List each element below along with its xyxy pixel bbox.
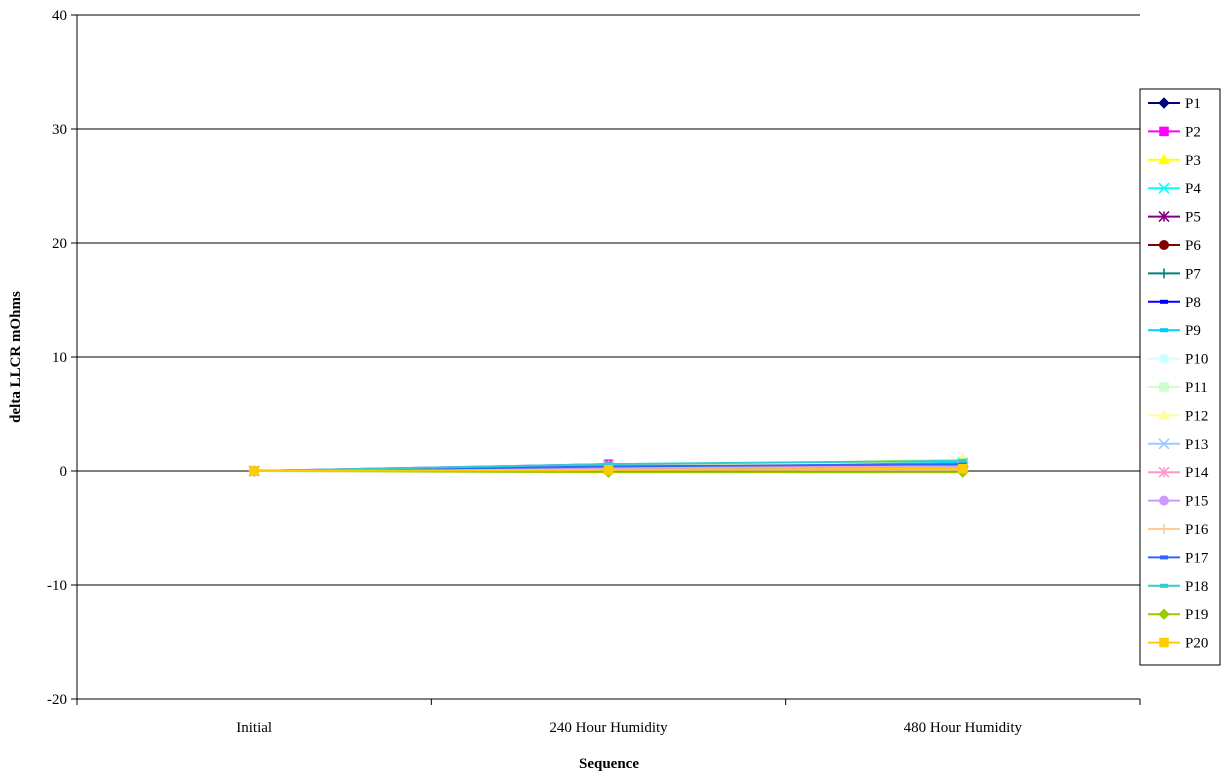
legend-marker: [1158, 211, 1170, 223]
legend: P1 P2 P3 P4 P5 P6 P7 P8 P9 P10 P11 P12 P13 P14 P15 P16 P…: [1139, 88, 1221, 666]
x-tick-label: 240 Hour Humidity: [549, 720, 668, 736]
legend-marker: [1160, 328, 1168, 333]
legend-label: P3: [1185, 153, 1201, 169]
legend-item: P12: [1148, 408, 1208, 424]
legend-label: P11: [1185, 380, 1208, 396]
legend-marker: [1158, 153, 1170, 165]
legend-item: P2: [1148, 124, 1201, 140]
legend-label: P15: [1185, 494, 1208, 510]
legend-item: P11: [1148, 380, 1208, 396]
legend-label: P7: [1185, 266, 1201, 282]
y-tick-label: -10: [47, 578, 67, 594]
legend-label: P6: [1185, 238, 1201, 254]
legend-marker: [1159, 268, 1169, 279]
legend-item: P19: [1148, 607, 1208, 623]
legend-label: P18: [1185, 579, 1208, 595]
legend-label: P17: [1185, 550, 1209, 566]
legend-item: P17: [1148, 550, 1209, 566]
legend-label: P20: [1185, 636, 1208, 652]
legend-label: P12: [1185, 408, 1208, 424]
y-axis-title: delta LLCR mOhms: [8, 291, 24, 423]
legend-item: P20: [1148, 636, 1208, 652]
legend-marker: [1160, 555, 1168, 560]
legend-item: P8: [1148, 295, 1201, 311]
legend-item: P18: [1148, 579, 1208, 595]
legend-item: P1: [1148, 96, 1201, 112]
y-tick-label: 0: [60, 464, 68, 480]
y-tick-label: 20: [52, 236, 67, 252]
legend-marker: [1160, 299, 1168, 304]
legend-item: P10: [1148, 352, 1208, 368]
legend-item: P9: [1148, 323, 1201, 339]
legend-item: P6: [1148, 238, 1201, 254]
series-P20: [249, 463, 968, 476]
legend-marker: [1159, 495, 1169, 506]
axes: -20 -10 0 10 20 30 40 Initial 240 Hour Humidity 4…: [47, 8, 1141, 736]
data-point: [249, 466, 259, 476]
legend-marker: [1159, 637, 1169, 648]
legend-marker: [1158, 438, 1170, 450]
series-lines: [248, 453, 969, 478]
x-tick-label: Initial: [236, 720, 272, 736]
legend-item: P4: [1148, 181, 1201, 197]
data-point: [958, 458, 967, 463]
legend-label: P5: [1185, 210, 1201, 226]
legend-item: P14: [1148, 465, 1209, 481]
legend-marker: [1158, 409, 1170, 420]
y-tick-label: -20: [47, 692, 67, 708]
legend-marker: [1158, 608, 1170, 620]
legend-label: P4: [1185, 181, 1201, 197]
legend-label: P13: [1185, 437, 1208, 453]
data-point: [603, 465, 614, 475]
legend-marker: [1158, 97, 1170, 109]
legend-label: P10: [1185, 352, 1208, 368]
legend-label: P8: [1185, 295, 1201, 311]
legend-label: P1: [1185, 96, 1201, 112]
legend-marker: [1159, 382, 1169, 392]
legend-marker: [1159, 126, 1169, 137]
legend-item: P5: [1148, 210, 1201, 226]
legend-marker: [1159, 240, 1169, 250]
legend-item: P3: [1148, 153, 1201, 169]
legend-box: [1139, 88, 1221, 666]
data-point: [958, 463, 968, 474]
legend-label: P14: [1185, 465, 1209, 481]
legend-marker: [1159, 524, 1169, 534]
y-tick-label: 30: [52, 122, 67, 138]
x-tick-label: 480 Hour Humidity: [904, 720, 1023, 736]
x-axis-title: Sequence: [579, 756, 639, 772]
legend-label: P19: [1185, 607, 1208, 623]
y-tick-label: 10: [52, 350, 67, 366]
legend-label: P2: [1185, 124, 1201, 140]
legend-marker: [1159, 353, 1169, 364]
legend-marker: [1158, 466, 1170, 478]
legend-marker: [1160, 583, 1168, 588]
legend-label: P9: [1185, 323, 1201, 339]
legend-marker: [1158, 182, 1170, 194]
gridlines: [77, 14, 1140, 700]
legend-item: P15: [1148, 494, 1208, 510]
legend-item: P7: [1148, 266, 1201, 282]
legend-label: P16: [1185, 522, 1209, 538]
y-tick-label: 40: [52, 8, 67, 24]
legend-item: P16: [1148, 522, 1209, 538]
legend-item: P13: [1148, 437, 1208, 453]
